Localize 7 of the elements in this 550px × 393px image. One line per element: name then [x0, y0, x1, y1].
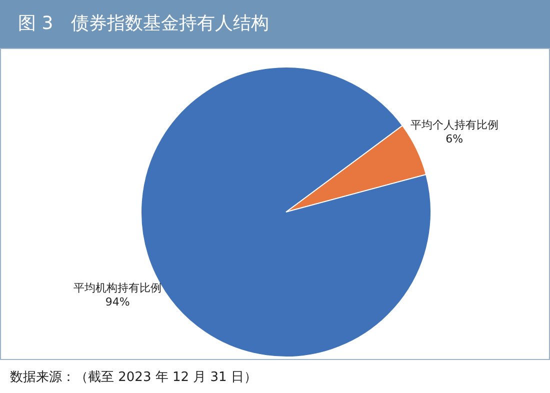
source-note: 数据来源：（截至 2023 年 12 月 31 日） [10, 369, 257, 386]
slice-label: 平均个人持有比例 [410, 118, 498, 132]
data-label: 94% [105, 295, 130, 308]
chart-title: 图 3 债券指数基金持有人结构 [0, 0, 550, 48]
pie-slice [140, 66, 432, 358]
data-label: 6% [446, 132, 464, 146]
slice-label: 平均机构持有比例 [74, 281, 162, 294]
